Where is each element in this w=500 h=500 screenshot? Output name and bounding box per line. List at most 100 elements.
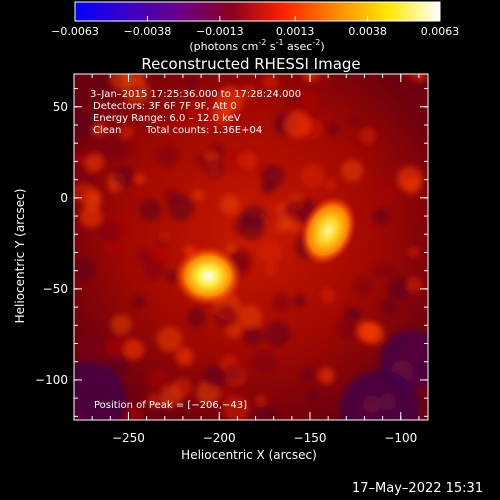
- annotation-detectors: Detectors: 3F 6F 7F 9F, Att 0: [93, 101, 237, 112]
- x-axis-label: Heliocentric X (arcsec): [181, 448, 317, 462]
- annotation-time: 3–Jan–2015 17:25:36.000 to 17:28:24.000: [90, 89, 301, 100]
- texture-blob: [124, 339, 145, 360]
- texture-blob: [256, 405, 278, 420]
- texture-blob: [242, 204, 267, 230]
- colorbar-tick-label: 0.0013: [276, 25, 315, 38]
- plot-frame: [73, 73, 429, 421]
- texture-blob: [402, 74, 419, 83]
- texture-blob: [285, 198, 311, 224]
- texture-blob: [262, 74, 279, 91]
- texture-blob: [299, 369, 314, 384]
- texture-blob: [219, 194, 240, 215]
- texture-blob: [212, 103, 233, 124]
- texture-blob: [384, 264, 397, 277]
- colorbar-units: (photons cm-2 s-1 asec-2): [189, 38, 324, 53]
- x-tick-label: −250: [112, 431, 145, 445]
- texture-blob: [226, 148, 251, 173]
- x-tick-label: −100: [384, 431, 417, 445]
- texture-blob: [119, 124, 135, 140]
- texture-dark-patch: [340, 370, 420, 420]
- texture-blob: [327, 123, 340, 136]
- texture-blob: [74, 233, 84, 252]
- colorbar-tick-label: −0.0063: [51, 25, 99, 38]
- texture-blob: [93, 124, 105, 136]
- texture-blob: [318, 367, 335, 384]
- colorbar: [74, 1, 441, 22]
- texture-dark-patch: [74, 362, 126, 420]
- x-tick-label: −150: [294, 431, 327, 445]
- texture-blob: [219, 386, 233, 400]
- texture-blob: [202, 365, 226, 389]
- texture-blob: [255, 394, 267, 407]
- texture-blob: [96, 135, 121, 160]
- texture-blob: [264, 264, 278, 277]
- annotation-counts: Total counts: 1.36E+04: [145, 125, 262, 136]
- texture-blob: [213, 304, 238, 329]
- texture-blob: [105, 335, 132, 362]
- texture-blob: [251, 348, 277, 375]
- texture-blob: [79, 205, 102, 228]
- texture-blob: [349, 307, 362, 320]
- texture-blob: [347, 114, 361, 128]
- texture-blob: [171, 110, 184, 123]
- texture-blob: [300, 164, 325, 189]
- texture-blob: [74, 152, 85, 165]
- texture-blob: [284, 111, 312, 138]
- texture-blob: [143, 259, 165, 281]
- clean-residual-texture: [74, 74, 428, 420]
- texture-blob: [186, 307, 207, 328]
- texture-blob: [397, 166, 423, 192]
- texture-blob: [74, 182, 93, 204]
- texture-blob: [183, 99, 206, 122]
- texture-blob: [138, 198, 162, 222]
- texture-blob: [192, 189, 205, 201]
- texture-blob: [175, 347, 194, 366]
- texture-blob: [359, 127, 376, 144]
- annotation-method: Clean: [93, 125, 121, 136]
- texture-blob: [414, 74, 427, 82]
- texture-blob: [111, 314, 132, 335]
- texture-blob: [371, 263, 387, 279]
- texture-blob: [224, 363, 243, 382]
- texture-blob: [194, 153, 209, 168]
- colorbar-tick-label: 0.0038: [348, 25, 387, 38]
- texture-blob: [74, 116, 94, 139]
- y-axis-label: Heliocentric Y (arcsec): [13, 189, 27, 324]
- texture-blob: [381, 185, 396, 201]
- texture-blob: [258, 240, 283, 265]
- texture-blob: [264, 320, 291, 348]
- texture-blob: [358, 321, 381, 344]
- texture-blob: [242, 326, 264, 347]
- texture-blob: [156, 235, 168, 247]
- texture-blob: [405, 90, 428, 116]
- x-tick-label: −200: [203, 431, 236, 445]
- texture-blob: [109, 74, 134, 91]
- y-tick-label: 0: [60, 191, 68, 205]
- texture-blob: [98, 219, 123, 243]
- texture-blob: [336, 317, 359, 341]
- annotation-energy: Energy Range: 6.0 – 12.0 keV: [93, 113, 241, 124]
- source-peak: [174, 246, 243, 307]
- texture-blob: [132, 294, 147, 309]
- texture-blob: [134, 173, 146, 185]
- texture-blob: [75, 332, 104, 361]
- annotation-peak: Position of Peak = [−206,−43]: [94, 400, 247, 411]
- image-area: [74, 74, 428, 420]
- texture-blob: [155, 144, 180, 168]
- texture-blob: [287, 102, 300, 115]
- texture-blob: [146, 392, 163, 410]
- texture-blob: [173, 414, 184, 420]
- source-secondary: [300, 196, 357, 266]
- texture-blob: [167, 194, 194, 221]
- texture-blob: [260, 163, 286, 189]
- texture-blob: [381, 298, 398, 315]
- texture-blob: [320, 287, 336, 303]
- texture-blob: [317, 74, 330, 86]
- footer-timestamp: 17–May–2022 15:31: [352, 481, 484, 496]
- texture-blob: [74, 257, 96, 281]
- texture-blob: [204, 157, 226, 179]
- texture-blob: [112, 165, 135, 188]
- texture-blob: [272, 293, 292, 313]
- texture-blob: [387, 276, 412, 301]
